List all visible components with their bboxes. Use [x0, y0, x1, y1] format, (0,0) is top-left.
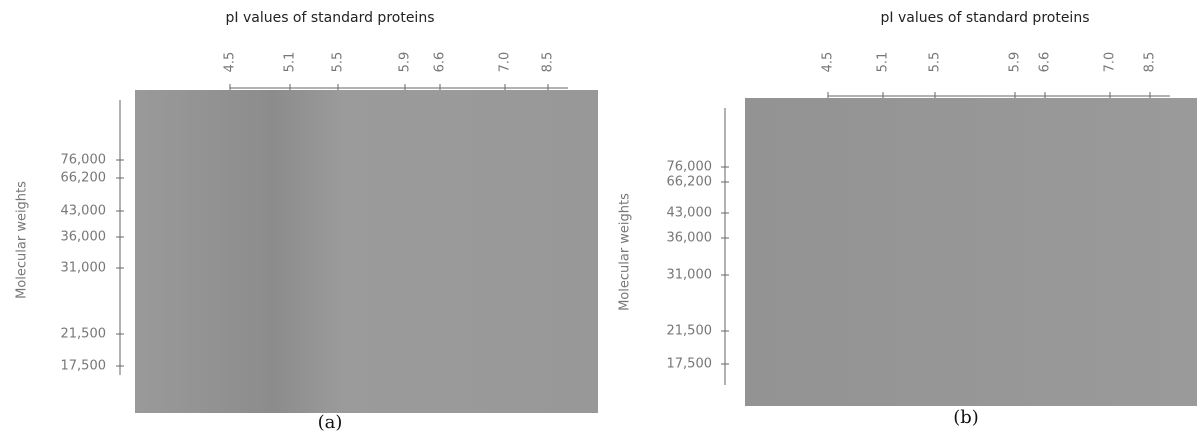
panel-title: pI values of standard proteins — [880, 10, 1089, 26]
mw-label: 66,200 — [61, 171, 107, 186]
pi-label: 4.5 — [821, 52, 836, 73]
panel-title: pI values of standard proteins — [225, 10, 434, 26]
gel-image — [135, 90, 598, 413]
pi-label: 7.0 — [1103, 52, 1118, 73]
pi-label: 5.9 — [398, 52, 413, 73]
mw-label: 43,000 — [667, 206, 713, 221]
mw-label: 31,000 — [667, 268, 713, 283]
mw-label: 76,000 — [61, 153, 107, 168]
mw-label: 36,000 — [667, 231, 713, 246]
pi-label: 5.5 — [331, 52, 346, 73]
figure: pI values of standard proteins 4.5 5.1 5.5 5… — [0, 0, 1201, 435]
gel-image — [745, 98, 1197, 406]
mw-label: 21,500 — [61, 327, 107, 342]
pi-label: 8.5 — [1143, 52, 1158, 73]
mw-label: 21,500 — [667, 324, 713, 339]
pi-label: 7.0 — [498, 52, 513, 73]
pi-label: 6.6 — [433, 52, 448, 73]
panel-caption: (b) — [953, 407, 979, 428]
mw-label: 66,200 — [667, 175, 713, 190]
pi-label: 8.5 — [541, 52, 556, 73]
panel-caption: (a) — [318, 412, 343, 433]
pi-label: 5.1 — [876, 52, 891, 73]
pi-label: 6.6 — [1038, 52, 1053, 73]
pi-label: 4.5 — [223, 52, 238, 73]
pi-label: 5.5 — [928, 52, 943, 73]
mw-label: 17,500 — [667, 357, 713, 372]
y-axis-label: Molecular weights — [618, 193, 633, 311]
y-axis-label: Molecular weights — [15, 181, 30, 299]
mw-label: 31,000 — [61, 261, 107, 276]
mw-label: 43,000 — [61, 204, 107, 219]
mw-label: 36,000 — [61, 230, 107, 245]
pi-label: 5.1 — [283, 52, 298, 73]
pi-label: 5.9 — [1008, 52, 1023, 73]
mw-label: 17,500 — [61, 359, 107, 374]
mw-label: 76,000 — [667, 160, 713, 175]
